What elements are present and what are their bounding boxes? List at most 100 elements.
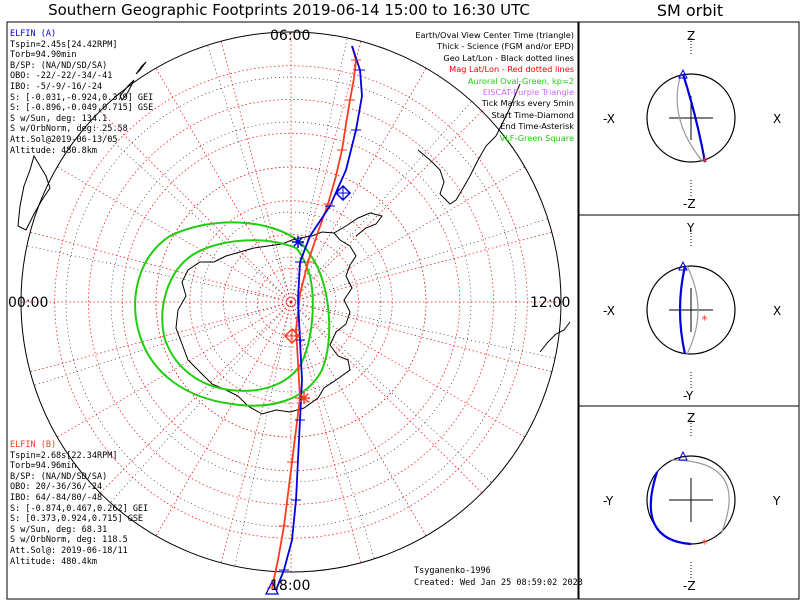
footprint-tracks [264,45,365,595]
orbit-panels: Z -Z -X X * Y -Y -X X * Z -Z -Y Y * [603,29,781,593]
new-zealand-coastline [119,61,147,101]
mag-lon-line [56,301,292,438]
mag-lon-line [290,110,483,303]
orbit-path-elfin-a [649,471,692,546]
south-america-coastline [417,83,521,205]
orbit-axis-label-right: Y [772,494,781,508]
model-credit: Tsyganenko-1996 [414,566,491,576]
legend-entry: Geo Lat/Lon - Black dotted lines [443,52,574,63]
auroral-oval-outer [134,221,331,407]
legend-entry: Earth/Oval View Center Time (triangle) [415,30,574,40]
orbit-axis-label-top: Z [687,411,695,425]
geo-lon-line [34,301,292,386]
mag-lat-circle [223,234,359,370]
elfin-b-info-line: S w/OrbNorm, deg: 118.5 [10,535,128,546]
mag-lon-line [290,301,427,537]
geo-lon-line [290,37,348,303]
elfin-b-end-asterisk [299,393,309,403]
mag-lat-circle [155,166,427,438]
elfin-a-track [275,45,363,591]
orbit-start-triangle [678,450,688,461]
orbit-path-elfin-a [681,73,707,163]
view-center-triangle [264,580,280,595]
geo-lon-line [290,301,375,559]
elfin-b-info-line: B/SP: (NA/ND/SD/SA) [10,471,108,482]
legend-entry: Tick Marks every 5min [481,98,574,109]
antarctic-peninsula [333,212,383,237]
elfin-b-info-line: IBO: 64/-84/80/-48 [10,492,103,503]
orbit-path-gray [686,265,699,355]
elfin-b-info-line: Att.Sol@: 2019-06-18/11 [10,545,128,556]
geo-lon-line [26,245,292,303]
legend-entry: Thick - Science (FGM and/or EPD) [437,41,574,52]
orbit-axis-label-bottom: -Z [683,579,696,593]
orbit-axis-label-left: -Y [603,494,614,508]
mlt-label-bottom: 18:00 [270,578,310,594]
mag-lon-line [155,301,292,537]
geo-lon-line [90,121,292,303]
geo-lon-line [290,301,492,483]
page-title: Southern Geographic Footprints 2019-06-1… [48,1,530,19]
orbit-panel: Z -Z -X X * [603,29,781,211]
orbit-title: SM orbit [656,1,724,20]
orbit-axis-label-right: X [773,112,781,126]
orbit-path-gray [676,73,704,163]
orbit-axis-label-top: Y [686,221,695,235]
elfin-a-info-line: ELFIN (A) [10,29,57,39]
orbit-path-elfin-a [678,265,687,355]
elfin-a-info-line: S: [-0.896,-0.049,0.715] GSE [10,103,154,114]
mag-lat-circle [88,99,494,505]
legend-entry: EISCAT-Purple Triangle [482,87,574,98]
orbit-frame [578,21,800,600]
mag-lon-line [99,110,292,303]
geo-lon-line [207,45,292,303]
mag-lon-line [290,67,427,303]
auroral-oval-inner [161,239,314,392]
elfin-b-info-line: OBO: 20/-36/36/-24 [10,482,103,493]
elfin-b-info-line: S: [0.373,0.924,0.715] GSE [10,514,144,525]
mlt-label-top: 06:00 [270,28,310,44]
elfin-a-info-line: Altitude: 480.8km [10,145,97,156]
orbit-end-asterisk: * [701,537,708,551]
geo-lon-line [234,301,292,567]
mag-lon-line [290,301,552,373]
elfin-b-info-line: Torb=94.96min [10,461,77,472]
geo-lon-line [110,301,292,503]
legend-entry: VLF-Green Square [499,132,574,143]
mag-lon-line [220,301,292,563]
elfin-b-info-line: Tspin=2.68s[22.34RPM] [10,450,118,461]
created-timestamp: Created: Wed Jan 25 08:59:02 2023 [414,578,583,588]
legend: Earth/Oval View Center Time (triangle) Th… [415,30,574,144]
elfin-a-info-line: B/SP: (NA/ND/SD/SA) [10,60,108,71]
orbit-axis-label-bottom: -Y [683,389,694,403]
mag-lon-line [290,231,552,303]
legend-entry: End Time-Asterisk [500,121,574,132]
mlt-label-left: 00:00 [8,295,48,311]
orbit-axis-label-bottom: -Z [683,197,696,211]
orbit-panel: Z -Z -Y Y * [603,411,781,593]
earth-circle [646,265,736,355]
mag-lon-line [290,301,483,494]
mag-lon-line [290,301,526,438]
elfin-a-info-line: S w/Sun, deg: 134.1 [10,113,108,124]
elfin-a-info-line: S w/OrbNorm, deg: 25.58 [10,124,128,135]
orbit-axis-label-left: -X [603,112,615,126]
elfin-a-info-line: Torb=94.90min [10,50,77,61]
elfin-b-track [271,45,357,589]
orbit-end-asterisk: * [701,313,708,327]
elfin-a-end-asterisk [293,237,303,247]
elfin-a-info-line: Tspin=2.45s[24.42RPM] [10,39,118,50]
polar-frame [6,21,579,600]
legend-entry: Start Time-Diamond [491,109,574,120]
legend-entry: Mag Lat/Lon - Red dotted lines [449,64,574,75]
orbit-axis-label-left: -X [603,304,615,318]
orbit-panel: Y -Y -X X * [603,221,781,403]
mag-lon-line [155,67,292,303]
elfin-a-info-line: Att.Sol@2019-06-13/05 [10,134,118,145]
elfin-b-info: ELFIN (B) Tspin=2.68s[22.34RPM] Torb=94.96… [10,440,148,567]
polar-map: 06:00 00:00 12:00 18:00 [8,28,571,595]
earth-circle [646,73,736,163]
legend-entry: Auroral Oval-Green, kp=2 [467,75,574,86]
elfin-a-info: ELFIN (A) Tspin=2.45s[24.42RPM] Torb=94.90… [10,29,153,156]
